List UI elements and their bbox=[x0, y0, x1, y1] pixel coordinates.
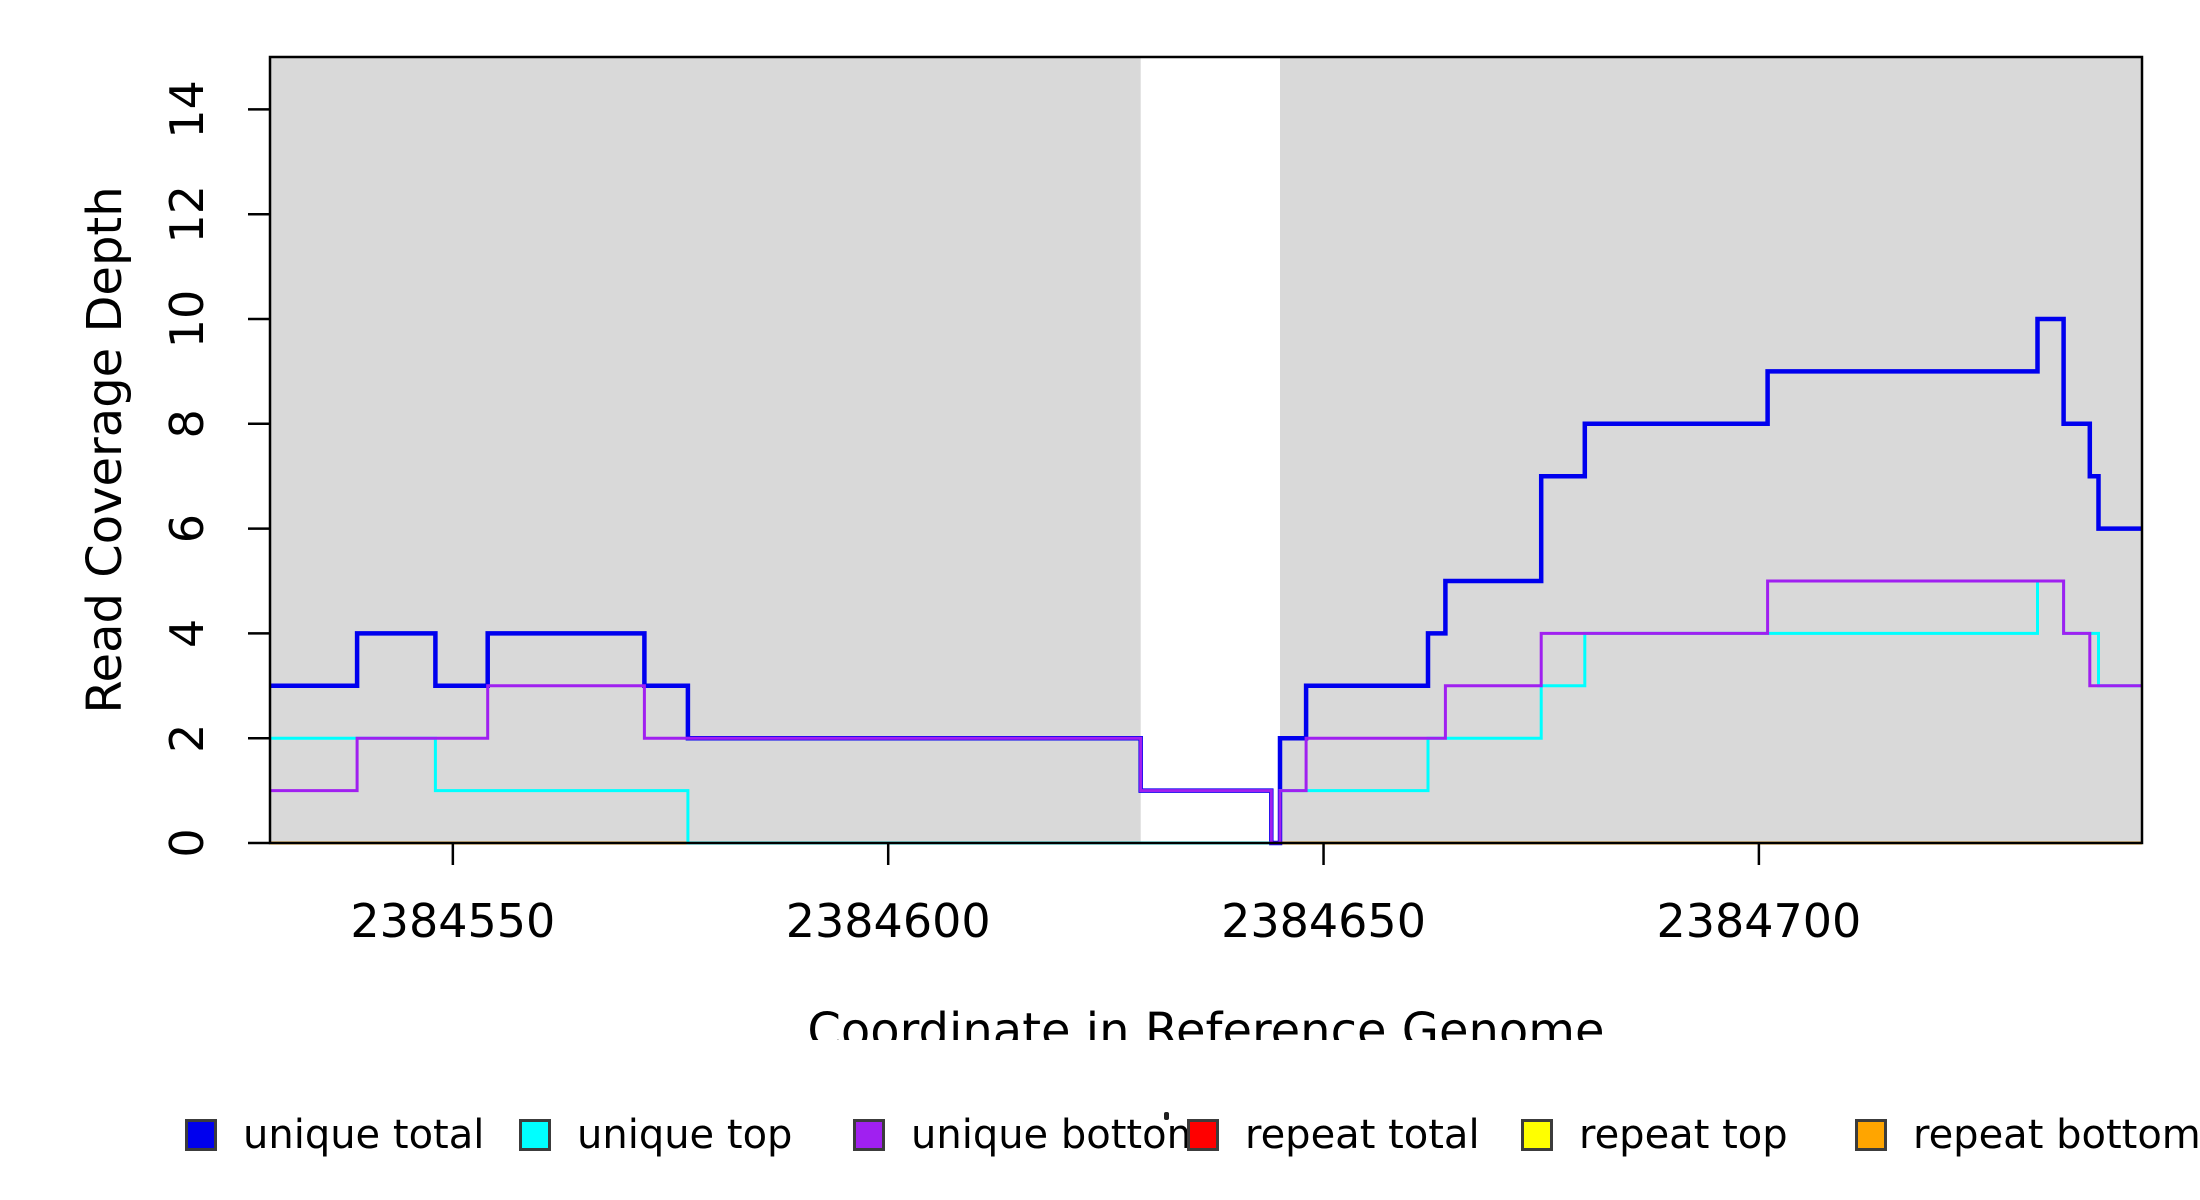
legend-item-repeat-top: repeat top bbox=[1521, 1112, 1855, 1158]
legend-swatch-unique-top bbox=[519, 1119, 551, 1151]
legend-swatch-unique-bottom bbox=[853, 1119, 885, 1151]
legend-label: repeat bottom bbox=[1913, 1112, 2200, 1158]
x-tick-label: 2384650 bbox=[1221, 894, 1426, 948]
legend-label: unique bottom bbox=[911, 1112, 1206, 1158]
legend-swatch-repeat-top bbox=[1521, 1119, 1553, 1151]
y-tick-label: 2 bbox=[160, 724, 214, 753]
repeat-region-shading bbox=[1280, 58, 2142, 842]
legend-label: unique top bbox=[577, 1112, 793, 1158]
x-tick-label: 2384600 bbox=[786, 894, 991, 948]
legend-item-repeat-bottom: repeat bottom bbox=[1855, 1112, 2200, 1158]
y-tick-label: 4 bbox=[160, 619, 214, 648]
legend-item-repeat-total: repeat total bbox=[1187, 1112, 1521, 1158]
legend: unique total unique top unique bottom repea… bbox=[0, 1103, 2200, 1167]
legend-item-unique-top: unique top bbox=[519, 1112, 853, 1158]
plot-border bbox=[268, 55, 2144, 845]
x-axis-title: Coordinate in Reference Genome bbox=[807, 1003, 1604, 1040]
y-tick-label: 8 bbox=[160, 409, 214, 438]
legend-label: repeat total bbox=[1245, 1112, 1480, 1158]
legend-swatch-repeat-total bbox=[1187, 1119, 1219, 1151]
legend-item-unique-total: unique total bbox=[185, 1112, 519, 1158]
legend-swatch-repeat-bottom bbox=[1855, 1119, 1887, 1151]
repeat-region-shading bbox=[270, 58, 1141, 842]
stray-dot bbox=[1164, 1112, 1169, 1120]
legend-label: unique total bbox=[243, 1112, 485, 1158]
y-tick-label: 10 bbox=[160, 290, 214, 349]
coverage-plot-canvas: 2384550 2384600 2384650 2384700 0 2 4 6 8 10 12 14 C… bbox=[77, 55, 2144, 1040]
y-tick-label: 6 bbox=[160, 514, 214, 543]
y-tick-label: 14 bbox=[160, 80, 214, 139]
legend-swatch-unique-total bbox=[185, 1119, 217, 1151]
x-tick-label: 2384550 bbox=[350, 894, 555, 948]
legend-item-unique-bottom: unique bottom bbox=[853, 1112, 1206, 1158]
legend-label: repeat top bbox=[1579, 1112, 1788, 1158]
y-axis-title: Read Coverage Depth bbox=[77, 186, 133, 713]
y-tick-label: 12 bbox=[160, 185, 214, 244]
y-tick-label: 0 bbox=[160, 828, 214, 857]
x-tick-label: 2384700 bbox=[1656, 894, 1861, 948]
series-unique-total bbox=[270, 316, 2142, 846]
series-unique-bottom bbox=[270, 579, 2142, 845]
